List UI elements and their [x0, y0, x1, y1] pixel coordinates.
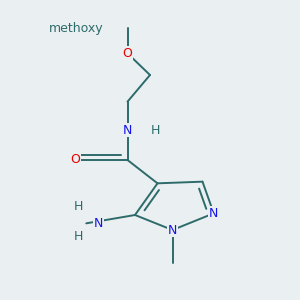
Text: N: N [209, 207, 218, 220]
Text: O: O [123, 47, 132, 60]
Text: N: N [168, 224, 177, 236]
Text: H: H [74, 200, 83, 213]
Text: O: O [70, 154, 80, 166]
Text: H: H [74, 230, 83, 243]
Text: N: N [123, 124, 132, 136]
Text: methoxy: methoxy [49, 22, 103, 35]
Text: N: N [94, 217, 103, 230]
Text: H: H [151, 124, 160, 136]
